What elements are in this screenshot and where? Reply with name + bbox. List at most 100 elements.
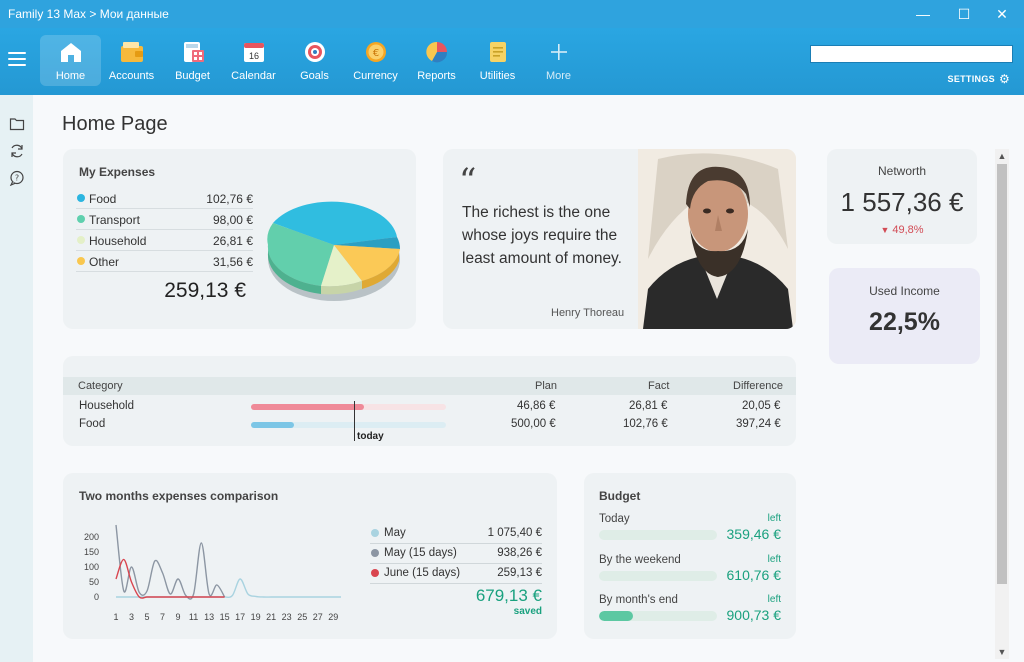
budget-item-label: By the weekend [599,554,681,566]
expense-row: Food 102,76 € [76,188,253,209]
table-row[interactable]: Food 500,00 € 102,76 € 397,24 € [63,415,796,433]
scroll-up-icon[interactable]: ▲ [997,151,1007,161]
nav-goals-label: Goals [300,70,329,82]
legend-dot [371,569,379,577]
budget-item: By the weekend left 610,76 € [599,554,781,590]
gear-icon: ⚙ [998,72,1010,86]
expense-row: Other 31,56 € [76,251,253,272]
nav-utilities[interactable]: Utilities [467,35,528,86]
budget-left-label: left [767,554,781,565]
plan-fact-card[interactable]: Category Plan Fact Difference Household … [63,356,796,446]
nav-home[interactable]: Home [40,35,101,86]
legend-row: June (15 days) 259,13 € [370,564,542,584]
header-difference: Difference [733,380,783,392]
budget-amount: 610,76 € [726,567,782,583]
nav-utilities-label: Utilities [479,70,516,82]
plan-progress-fill [251,404,365,410]
page-title: Home Page [62,113,168,135]
y-tick-label: 100 [84,562,99,572]
series-line-2 [115,558,225,599]
row-fact: 102,76 € [623,418,668,430]
x-tick-label: 9 [176,612,181,622]
expense-value: 102,76 € [206,192,253,206]
help-icon[interactable]: ? [9,170,25,186]
x-tick-label: 19 [251,612,261,622]
legend-dot [77,236,85,244]
budget-amount: 900,73 € [726,607,782,623]
y-tick-label: 150 [84,547,99,557]
nav-currency[interactable]: € Currency [345,35,406,86]
row-plan: 46,86 € [517,400,556,412]
expense-row: Household 26,81 € [76,230,253,251]
expense-value: 31,56 € [212,255,253,269]
budget-card[interactable]: Budget Today left 359,46 € By the weeken… [584,473,796,639]
nav-more-label: More [545,70,572,82]
home-icon [60,43,81,62]
quote-text: The richest is the one whose joys requir… [462,204,622,267]
author-portrait [638,149,796,329]
nav-accounts-label: Accounts [108,70,155,82]
nav-accounts[interactable]: Accounts [101,35,162,86]
x-tick-label: 25 [297,612,307,622]
folder-icon[interactable] [9,116,25,132]
vertical-scrollbar[interactable]: ▲ ▼ [995,149,1009,659]
comparison-card[interactable]: Two months expenses comparison 0 50 100 150… [63,473,557,639]
document-icon [489,42,506,62]
row-category: Household [79,400,134,412]
saved-value: 679,13 € [475,586,542,605]
header-fact: Fact [648,380,670,392]
networth-card[interactable]: Networth 1 557,36 € ▼ 49,8% [827,149,977,244]
nav-budget[interactable]: Budget [162,35,223,86]
today-marker [354,401,355,441]
x-tick-label: 15 [220,612,230,622]
pie-slice-food [273,201,397,245]
nav-calendar[interactable]: 16 Calendar [223,35,284,86]
budget-progress-bar [599,611,717,621]
expense-row: Transport 98,00 € [76,209,253,230]
legend-row: May 1 075,40 € [370,524,542,544]
table-row[interactable]: Household 46,86 € 26,81 € 20,05 € [63,397,796,415]
header-plan: Plan [535,380,558,392]
y-tick-label: 200 [84,532,99,542]
search-input[interactable] [810,45,1013,63]
budget-left-label: left [767,513,781,524]
legend-value: 1 075,40 € [487,527,542,539]
maximize-icon[interactable]: ☐ [957,6,971,22]
row-fact: 26,81 € [629,400,668,412]
plan-table-header: Category Plan Fact Difference [63,377,796,395]
plan-progress-fill [251,422,294,428]
wallet-icon [120,42,143,62]
x-tick-label: 21 [266,612,276,622]
budget-amount: 359,46 € [726,526,782,542]
row-difference: 397,24 € [736,418,781,430]
x-tick-label: 17 [235,612,245,622]
pie-slice-transport [267,223,334,286]
main-nav: Home Accounts Budget 16 [40,35,589,86]
minimize-icon[interactable]: — [916,6,930,22]
scrollbar-thumb[interactable] [997,164,1007,584]
settings-button[interactable]: SETTINGS ⚙ [948,72,1010,86]
nav-more[interactable]: More [528,35,589,86]
expense-label: Food [89,192,117,206]
menu-icon[interactable] [8,52,26,66]
nav-goals[interactable]: Goals [284,35,345,86]
refresh-icon[interactable] [9,143,25,159]
legend-value: 938,26 € [497,547,542,559]
close-icon[interactable]: ✕ [996,6,1008,22]
legend-label: May [384,527,406,539]
used-income-card[interactable]: Used Income 22,5% [829,268,980,364]
x-tick-label: 11 [189,612,198,622]
nav-home-label: Home [55,70,86,82]
expenses-card[interactable]: My Expenses Food 102,76 € Transport 98,0… [63,149,416,329]
nav-reports[interactable]: Reports [406,35,467,86]
y-tick-label: 0 [94,592,99,602]
x-tick-label: 1 [113,612,118,622]
today-label: today [357,431,384,442]
pie-slice-household [321,245,362,287]
quote-card: “ The richest is the one whose joys requ… [443,149,796,329]
scroll-down-icon[interactable]: ▼ [997,647,1007,657]
comparison-title: Two months expenses comparison [79,489,279,503]
calculator-icon [183,42,204,62]
expense-value: 26,81 € [212,234,253,248]
